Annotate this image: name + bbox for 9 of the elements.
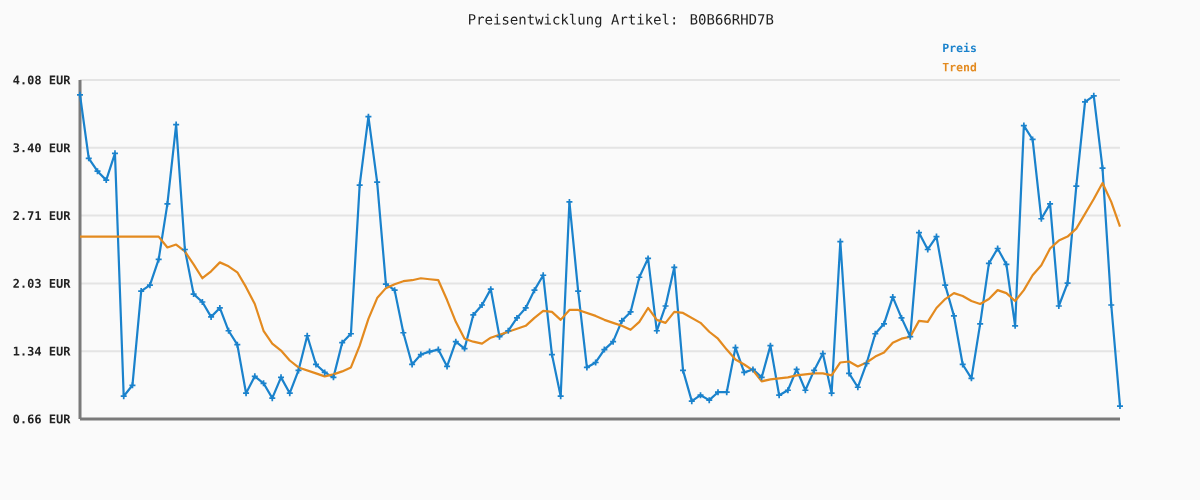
text: Trend [942, 62, 977, 72]
y-tick-label: 1.34 EUR [13, 346, 71, 356]
text: Preis [943, 42, 976, 53]
y-tick-label: 4.08 EUR [13, 75, 71, 85]
y-tick-label: 2.71 EUR [13, 211, 71, 221]
y-tick-label: 3.40 EUR [13, 143, 71, 153]
y-tick-label: 2.03 EUR [13, 278, 71, 288]
y-tick-label: 0.66 EUR [13, 414, 71, 424]
chart-title: Preisentwicklung Artikel: B0B66RHD7B [469, 13, 774, 28]
